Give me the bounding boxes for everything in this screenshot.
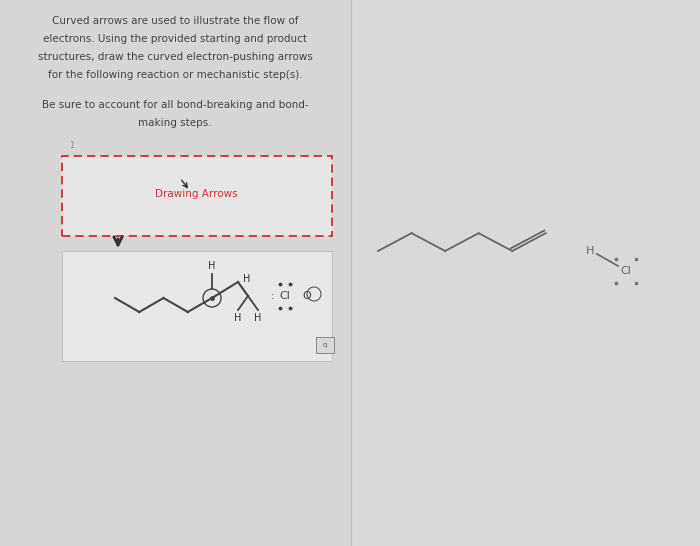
Text: H: H: [209, 261, 216, 271]
Text: O: O: [302, 291, 312, 301]
Text: q: q: [323, 342, 327, 348]
Text: Cl: Cl: [279, 291, 290, 301]
Text: structures, draw the curved electron-pushing arrows: structures, draw the curved electron-pus…: [38, 52, 312, 62]
Text: Curved arrows are used to illustrate the flow of: Curved arrows are used to illustrate the…: [52, 16, 298, 26]
Bar: [316, 337, 334, 353]
Text: Drawing Arrows: Drawing Arrows: [155, 189, 237, 199]
Text: electrons. Using the provided starting and product: electrons. Using the provided starting a…: [43, 34, 307, 44]
Text: Be sure to account for all bond-breaking and bond-: Be sure to account for all bond-breaking…: [42, 100, 308, 110]
Text: for the following reaction or mechanistic step(s).: for the following reaction or mechanisti…: [48, 70, 302, 80]
Text: making steps.: making steps.: [138, 118, 212, 128]
Bar: [62, 156, 332, 236]
Text: :: :: [271, 291, 275, 301]
Text: H: H: [586, 246, 594, 256]
Text: H: H: [244, 274, 251, 284]
Bar: [0, 0, 351, 546]
Text: H: H: [234, 313, 241, 323]
Text: Cl: Cl: [621, 266, 631, 276]
Bar: [351, 0, 700, 546]
Bar: [62, 251, 332, 361]
Text: H: H: [254, 313, 262, 323]
Text: 1: 1: [69, 141, 75, 151]
